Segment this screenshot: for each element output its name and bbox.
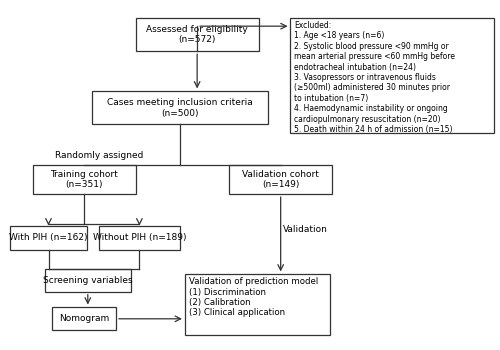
- Text: Training cohort
(n=351): Training cohort (n=351): [50, 170, 118, 189]
- FancyBboxPatch shape: [45, 269, 131, 292]
- FancyBboxPatch shape: [290, 18, 494, 133]
- FancyBboxPatch shape: [136, 18, 258, 51]
- Text: Randomly assigned: Randomly assigned: [54, 151, 143, 160]
- Text: Validation: Validation: [283, 225, 328, 233]
- FancyBboxPatch shape: [92, 91, 268, 125]
- FancyBboxPatch shape: [10, 225, 86, 250]
- FancyBboxPatch shape: [52, 307, 116, 330]
- Text: With PIH (n=162): With PIH (n=162): [10, 233, 88, 242]
- Text: Validation of prediction model
(1) Discrimination
(2) Calibration
(3) Clinical a: Validation of prediction model (1) Discr…: [189, 277, 318, 317]
- FancyBboxPatch shape: [32, 164, 136, 194]
- Text: Nomogram: Nomogram: [59, 314, 110, 323]
- FancyBboxPatch shape: [185, 274, 330, 335]
- Text: Screening variables: Screening variables: [43, 276, 132, 285]
- Text: Cases meeting inclusion criteria
(n=500): Cases meeting inclusion criteria (n=500): [107, 98, 253, 118]
- FancyBboxPatch shape: [229, 164, 332, 194]
- Text: Excluded:
1. Age <18 years (n=6)
2. Systolic blood pressure <90 mmHg or
mean art: Excluded: 1. Age <18 years (n=6) 2. Syst…: [294, 21, 456, 134]
- Text: Validation cohort
(n=149): Validation cohort (n=149): [242, 170, 319, 189]
- Text: Assessed for eligibility
(n=572): Assessed for eligibility (n=572): [146, 25, 248, 44]
- Text: Without PIH (n=189): Without PIH (n=189): [92, 233, 186, 242]
- FancyBboxPatch shape: [99, 225, 180, 250]
